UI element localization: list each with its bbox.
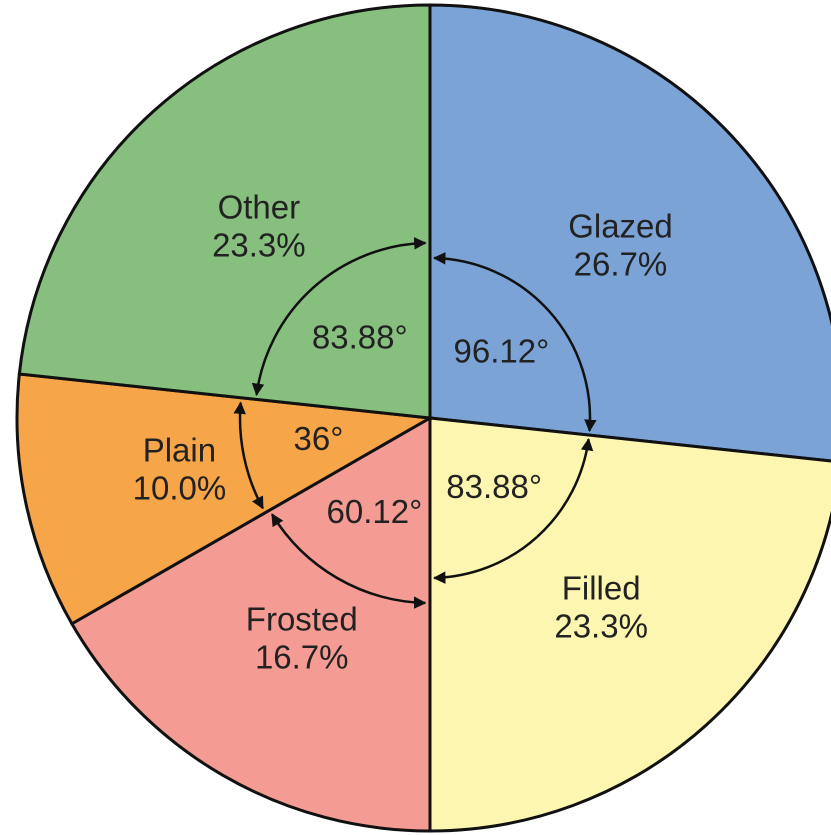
value-label: 26.7% <box>574 245 668 282</box>
category-label: Plain <box>143 431 216 468</box>
angle-arc <box>251 237 427 397</box>
angle-label: 60.12° <box>327 493 423 530</box>
angle-arc <box>432 437 594 584</box>
category-label: Other <box>218 188 301 225</box>
angle-label: 96.12° <box>454 333 550 370</box>
angle-arc <box>270 513 427 609</box>
angle-label: 36° <box>293 420 343 457</box>
angle-label: 83.88° <box>312 319 408 356</box>
value-label: 10.0% <box>133 469 227 506</box>
category-label: Filled <box>562 569 641 606</box>
pie-slice <box>15 372 435 626</box>
angle-arc <box>432 252 597 433</box>
category-label: Glazed <box>568 207 673 244</box>
value-label: 23.3% <box>212 226 306 263</box>
angle-label: 83.88° <box>446 468 542 505</box>
value-label: 23.3% <box>554 607 648 644</box>
slice-label: Other 23.3% <box>212 188 306 263</box>
value-label: 16.7% <box>255 638 349 675</box>
slice-label: Plain 10.0% <box>133 431 227 506</box>
slice-label: Filled 23.3% <box>554 569 648 644</box>
slice-label: Frosted 16.7% <box>246 600 358 675</box>
angle-arc <box>233 401 264 510</box>
category-label: Frosted <box>246 600 358 637</box>
slice-label: Glazed 26.7% <box>568 207 673 282</box>
